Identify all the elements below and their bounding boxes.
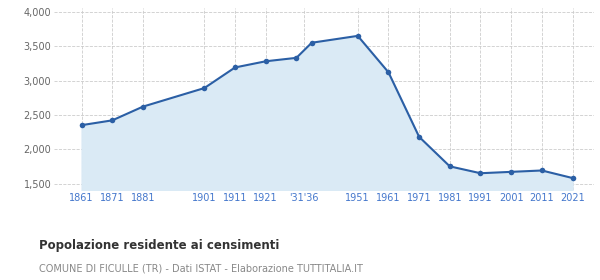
Point bbox=[200, 86, 209, 90]
Point bbox=[568, 176, 577, 180]
Point bbox=[230, 65, 240, 70]
Point bbox=[506, 170, 516, 174]
Point bbox=[415, 135, 424, 139]
Point bbox=[383, 70, 393, 74]
Text: COMUNE DI FICULLE (TR) - Dati ISTAT - Elaborazione TUTTITALIA.IT: COMUNE DI FICULLE (TR) - Dati ISTAT - El… bbox=[39, 263, 363, 273]
Point bbox=[445, 164, 455, 169]
Point bbox=[307, 41, 317, 45]
Text: Popolazione residente ai censimenti: Popolazione residente ai censimenti bbox=[39, 239, 280, 252]
Point bbox=[107, 118, 117, 123]
Point bbox=[353, 34, 362, 38]
Point bbox=[292, 56, 301, 60]
Point bbox=[476, 171, 485, 176]
Point bbox=[138, 104, 148, 109]
Point bbox=[537, 168, 547, 173]
Point bbox=[77, 123, 86, 127]
Point bbox=[261, 59, 271, 64]
